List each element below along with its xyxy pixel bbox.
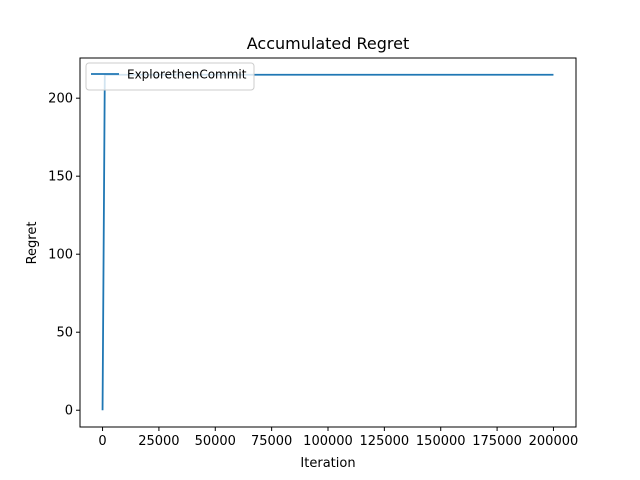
- x-tick-label: 125000: [360, 434, 410, 449]
- x-tick-label: 50000: [195, 434, 236, 449]
- x-axis: 0 25000 50000 75000 100000 125000 150000 175000…: [98, 427, 578, 449]
- y-axis: 0 50 100 150 200: [48, 92, 80, 419]
- y-tick-label: 100: [48, 248, 73, 263]
- x-tick-label: 75000: [251, 434, 292, 449]
- x-tick-label: 0: [98, 434, 106, 449]
- legend-box: [85, 62, 255, 91]
- y-tick-label: 0: [65, 404, 73, 419]
- x-tick-label: 200000: [529, 434, 579, 449]
- x-tick-label: 150000: [416, 434, 466, 449]
- x-axis-title: Iteration: [300, 456, 355, 471]
- legend-label: ExplorethenCommit: [127, 68, 247, 82]
- x-tick-label: 100000: [303, 434, 353, 449]
- x-tick-label: 175000: [472, 434, 522, 449]
- legend: ExplorethenCommit: [85, 62, 255, 91]
- y-tick-label: 200: [48, 92, 73, 107]
- y-axis-title: Regret: [25, 222, 40, 265]
- chart-title: Accumulated Regret: [247, 34, 409, 53]
- y-tick-label: 50: [56, 326, 73, 341]
- x-tick-label: 25000: [138, 434, 179, 449]
- y-tick-label: 150: [48, 170, 73, 185]
